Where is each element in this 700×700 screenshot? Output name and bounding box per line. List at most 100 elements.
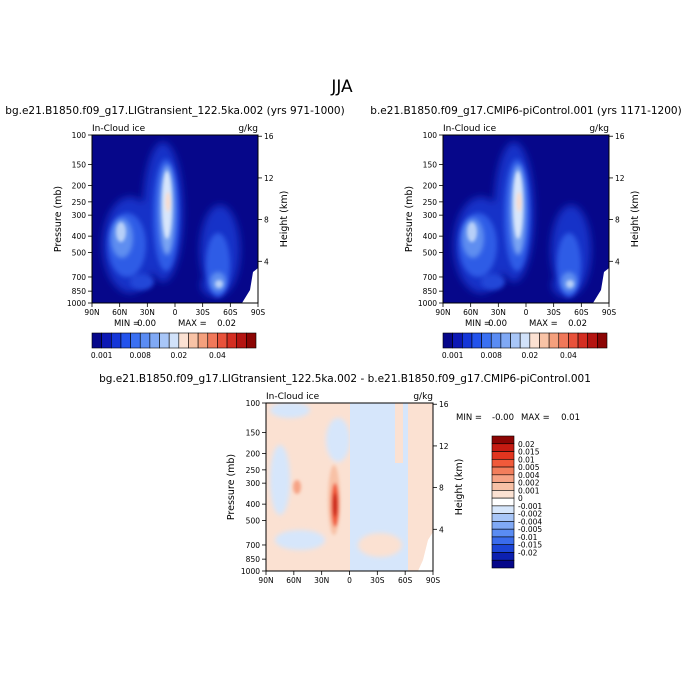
panel-difference: bg.e21.B1850.f09_g17.LIGtransient_122.5k… [99,373,591,585]
y-axis-label: Pressure (mb) [404,186,415,252]
y2-tick-label: 8 [264,216,269,225]
x-tick-label: 30N [491,308,506,317]
y-tick-label: 250 [423,198,438,207]
y-tick-label: 850 [423,287,438,296]
y-tick-label: 200 [246,450,261,459]
colorbar-swatch [236,332,247,349]
x-tick-label: 30N [314,576,329,585]
colorbar-label: -0.015 [518,541,542,550]
colorbar-label: 0.005 [518,463,540,472]
x-tick-label: 90N [435,308,450,317]
colorbar-swatch [490,332,502,349]
page-title: JJA [330,77,353,97]
y-tick-label: 150 [246,429,261,438]
x-tick-label: 30S [370,576,385,585]
y-tick-label: 1000 [418,299,437,308]
colorbar-swatch [168,332,180,349]
colorbar-label: 0.02 [518,440,535,449]
colorbar-swatch [452,332,463,349]
y2-axis-label: Height (km) [279,191,290,248]
colorbar-label: 0 [518,494,523,503]
colorbar-swatch [568,332,579,349]
x-tick-label: 90N [258,576,273,585]
y2-axis-label: Height (km) [454,459,465,516]
heatmap-field [92,135,258,303]
min-value: 0.00 [488,319,507,329]
colorbar-swatch [491,544,515,553]
y-tick-label: 400 [72,232,87,241]
colorbar-swatch [139,332,151,349]
y-tick-label: 300 [423,211,438,220]
y-tick-label: 100 [72,131,87,140]
y-tick-label: 850 [246,555,261,564]
stats-box: MIN = -0.00 MAX = 0.01 [456,413,580,423]
x-tick-label: 30S [196,308,211,317]
right-string: g/kg [238,124,258,134]
colorbar-swatch [226,332,238,349]
colorbar: 0.020.0150.010.0050.0040.0020.0010-0.001… [491,435,542,569]
y2-tick-label: 8 [615,216,620,225]
y-tick-label: 850 [72,287,87,296]
colorbar-swatch [197,332,209,349]
colorbar-swatch [491,528,515,538]
y-tick-label: 500 [423,248,438,257]
y-ticks: 100 150 200 250 300 400 500 700 850 1000 16 12 8 4 90N… [418,131,625,317]
colorbar-swatch [130,332,141,349]
panel-lig: bg.e21.B1850.f09_g17.LIGtransient_122.5k… [5,105,344,360]
min-value: 0.00 [137,319,156,329]
colorbar-label: 0.008 [480,351,502,360]
x-tick-label: 60N [286,576,301,585]
min-value: -0.00 [492,413,514,423]
y2-tick-label: 4 [264,257,269,266]
colorbar-label: -0.005 [518,525,542,534]
y-tick-label: 400 [423,232,438,241]
colorbar-swatch [178,332,189,349]
colorbar-swatch [217,332,228,349]
max-value: 0.02 [217,319,236,329]
colorbar-swatch [491,458,515,468]
min-label: MIN = [465,319,491,329]
y-tick-label: 400 [246,500,261,509]
colorbar-swatch [597,332,608,349]
left-string: In-Cloud ice [443,124,497,134]
y-tick-label: 500 [246,516,261,525]
colorbar-swatch [149,332,160,349]
min-label: MIN = [456,413,482,423]
colorbar-label: 0.001 [91,351,113,360]
x-tick-label: 30N [140,308,155,317]
y-tick-label: 200 [72,182,87,191]
heatmap-field [443,135,609,303]
left-string: In-Cloud ice [92,124,146,134]
y2-tick-label: 12 [615,174,625,183]
colorbar-swatch [491,435,515,445]
colorbar-swatch [481,332,492,349]
y2-tick-label: 12 [439,442,449,451]
stats-box: MIN = 0.00 MAX = 0.02 [114,319,236,329]
x-tick-label: 30S [547,308,562,317]
y-tick-label: 150 [423,161,438,170]
y2-axis-label: Height (km) [630,191,641,248]
colorbar-swatch [548,332,560,349]
max-label: MAX = [178,319,207,329]
x-tick-label: 60S [574,308,589,317]
colorbar-swatch [471,332,482,349]
y2-tick-label: 16 [615,132,625,141]
x-tick-label: 0 [173,308,178,317]
colorbar: 0.001 0.008 0.02 0.04 [442,332,608,360]
y-tick-label: 150 [72,161,87,170]
y-axis-label: Pressure (mb) [226,454,237,520]
y2-tick-label: 16 [439,400,449,409]
colorbar-swatch [519,332,531,349]
colorbar-swatch [587,332,598,349]
y-tick-label: 100 [423,131,438,140]
y-tick-label: 200 [423,182,438,191]
colorbar-label: 0.004 [518,471,540,480]
y-ticks: 100 150 200 250 300 400 500 700 850 1000 16 12 8 4 90N… [67,131,274,317]
colorbar-swatch [442,332,453,349]
colorbar-swatch [491,490,515,499]
y2-tick-label: 4 [439,525,444,534]
colorbar-swatch [539,332,550,349]
colorbar-label: 0.001 [518,486,540,495]
y-tick-label: 1000 [67,299,86,308]
y-axis-label: Pressure (mb) [53,186,64,252]
